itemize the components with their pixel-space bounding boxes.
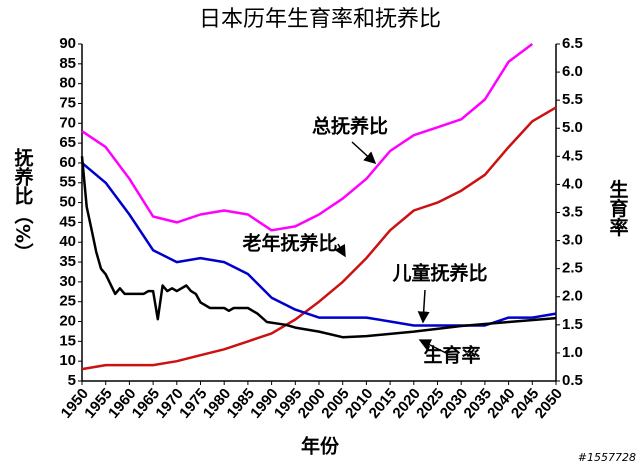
- annotation: 老年抚养比: [242, 232, 337, 255]
- y-tick-label: 10: [59, 352, 76, 369]
- y2-tick-label: 5.5: [562, 91, 583, 108]
- y-tick-label: 30: [59, 273, 76, 290]
- x-axis-label: 年份: [301, 435, 340, 458]
- y2-tick-label: 5.0: [562, 119, 583, 136]
- y2-tick-label: 1.5: [562, 316, 583, 333]
- y-tick-label: 65: [59, 134, 76, 151]
- y-tick-label: 5: [68, 372, 76, 389]
- y-tick-label: 75: [59, 94, 76, 111]
- y2-tick-label: 2.0: [562, 288, 583, 305]
- y2-tick-label: 6.5: [562, 35, 583, 52]
- y-tick-label: 20: [59, 312, 76, 329]
- annotation-arrow: [418, 339, 449, 355]
- y-tick-label: 50: [59, 194, 76, 211]
- y-tick-label: 90: [59, 35, 76, 52]
- y-tick-label: 40: [59, 233, 76, 250]
- y-tick-label: 85: [59, 55, 76, 72]
- y-tick-label: 55: [59, 174, 76, 191]
- series-line: [81, 106, 557, 371]
- annotation-arrow: [351, 141, 377, 165]
- y-tick-label: 15: [59, 332, 76, 349]
- annotation-arrow: [417, 289, 430, 324]
- watermark: #1557728: [578, 451, 636, 464]
- y-tick-label: 25: [59, 293, 76, 310]
- y-tick-label: 60: [59, 154, 76, 171]
- annotation: 总抚养比: [312, 115, 388, 138]
- x-tick-label: 2050: [532, 385, 566, 421]
- y2-tick-label: 1.0: [562, 344, 583, 361]
- y-tick-label: 80: [59, 75, 76, 92]
- y2-tick-label: 4.0: [562, 175, 583, 192]
- annotation: 儿童抚养比: [391, 262, 487, 285]
- y-axis-label: 抚养比（%）: [12, 148, 35, 262]
- y2-tick-label: 6.0: [562, 63, 583, 80]
- y2-tick-label: 3.5: [562, 203, 583, 220]
- y-tick-label: 35: [59, 253, 76, 270]
- chart-title: 日本历年生育率和抚养比: [199, 7, 441, 32]
- annotation-arrow: [334, 243, 346, 258]
- y2-tick-label: 0.5: [562, 372, 583, 389]
- y2-tick-label: 3.0: [562, 232, 583, 249]
- annotation: 生育率: [423, 344, 480, 367]
- y-tick-label: 70: [59, 114, 76, 131]
- y2-tick-label: 4.5: [562, 147, 583, 164]
- y2-axis-label: 生育率: [607, 178, 629, 237]
- y-tick-label: 45: [59, 213, 76, 230]
- y2-tick-label: 2.5: [562, 260, 583, 277]
- series-line: [80, 156, 557, 339]
- series-line: [81, 43, 534, 232]
